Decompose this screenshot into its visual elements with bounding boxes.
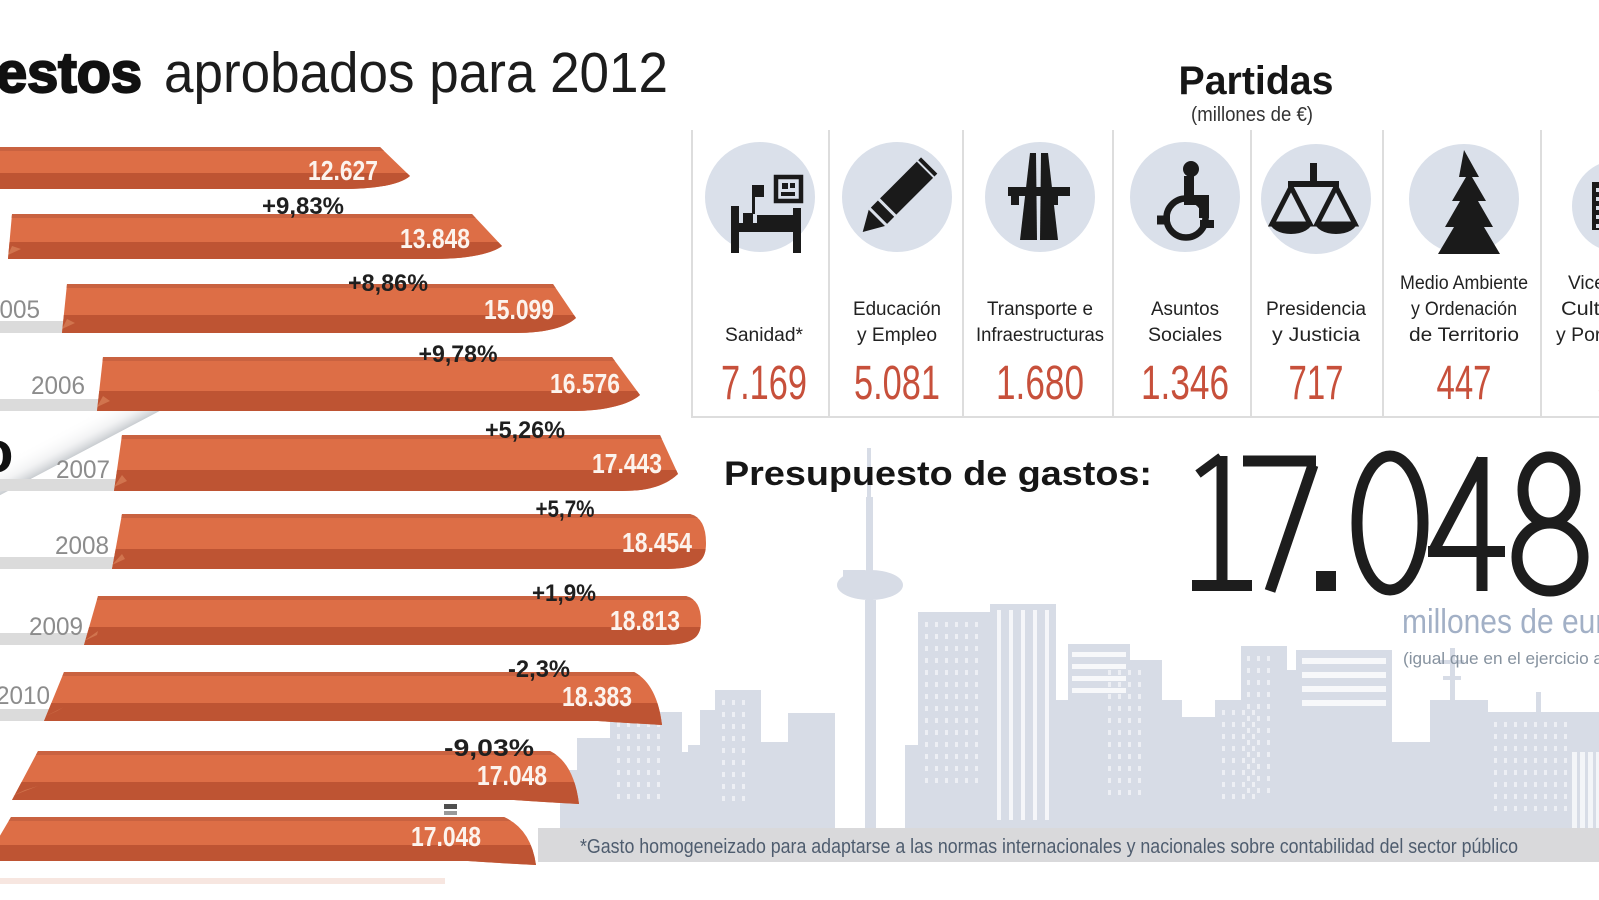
svg-text:Medio Ambiente: Medio Ambiente — [1400, 273, 1528, 294]
svg-text:Presupuesto de gastos:: Presupuesto de gastos: — [724, 455, 1152, 493]
svg-text:y Justicia: y Justicia — [1272, 325, 1360, 346]
svg-text:Presidencia: Presidencia — [1266, 299, 1366, 320]
svg-text:+9,83%: +9,83% — [262, 193, 344, 220]
svg-text:+9,78%: +9,78% — [419, 341, 498, 368]
svg-text:y Ordenación: y Ordenación — [1411, 299, 1517, 320]
svg-text:5.081: 5.081 — [854, 357, 940, 410]
svg-text:Sanidad*: Sanidad* — [725, 325, 804, 346]
svg-text:(millones de €): (millones de €) — [1191, 104, 1313, 126]
svg-text:-2,3%: -2,3% — [508, 656, 570, 683]
svg-text:18.383: 18.383 — [562, 681, 632, 712]
svg-text:+1,9%: +1,9% — [532, 580, 596, 607]
svg-text:Vicepresidencia,: Vicepresidencia, — [1568, 273, 1599, 294]
svg-text:de Territorio: de Territorio — [1409, 325, 1519, 346]
svg-text:447: 447 — [1437, 357, 1492, 410]
svg-text:Partidas: Partidas — [1179, 59, 1334, 103]
svg-text:Infraestructuras: Infraestructuras — [976, 325, 1104, 346]
svg-text:millones de euros: millones de euros — [1402, 603, 1599, 641]
svg-text:(igual que en el ejercicio a: (igual que en el ejercicio a — [1403, 649, 1599, 668]
svg-text:Educación: Educación — [853, 299, 941, 320]
svg-text:332: 332 — [1597, 357, 1599, 410]
svg-text:y Portavocía: y Portavocía — [1556, 325, 1599, 346]
svg-text:-9,03%: -9,03% — [444, 735, 534, 762]
svg-text:18.454: 18.454 — [622, 527, 692, 558]
svg-text:17.443: 17.443 — [592, 448, 662, 479]
svg-text:aprobados para 2012: aprobados para 2012 — [164, 41, 668, 105]
svg-text:+8,86%: +8,86% — [348, 270, 428, 297]
svg-text:2006: 2006 — [31, 372, 85, 400]
svg-text:+5,26%: +5,26% — [485, 417, 565, 444]
svg-text:estos: estos — [0, 41, 142, 105]
svg-text:12.627: 12.627 — [308, 155, 378, 186]
svg-text:Cultura: Cultura — [1561, 299, 1599, 320]
svg-text:y Empleo: y Empleo — [857, 325, 937, 346]
svg-text:o: o — [0, 420, 13, 485]
svg-text:2007: 2007 — [56, 456, 110, 484]
svg-text:2010: 2010 — [0, 682, 50, 710]
svg-text:16.576: 16.576 — [550, 368, 620, 399]
svg-text:2005: 2005 — [0, 296, 40, 324]
svg-text:15.099: 15.099 — [484, 294, 554, 325]
svg-text:13.848: 13.848 — [400, 223, 470, 254]
svg-text:2009: 2009 — [29, 613, 83, 641]
svg-text:Asuntos: Asuntos — [1151, 299, 1219, 320]
svg-text:Transporte e: Transporte e — [987, 299, 1093, 320]
svg-text:2008: 2008 — [55, 532, 109, 560]
svg-text:18.813: 18.813 — [610, 605, 680, 636]
svg-text:+5,7%: +5,7% — [536, 496, 595, 523]
svg-text:7.169: 7.169 — [721, 357, 807, 410]
svg-text:1.346: 1.346 — [1141, 357, 1229, 410]
svg-text:17.048: 17.048 — [411, 821, 481, 852]
svg-text:Sociales: Sociales — [1148, 325, 1222, 346]
svg-text:717: 717 — [1289, 357, 1344, 410]
svg-text:17.048: 17.048 — [477, 760, 547, 791]
svg-text:*Gasto homogeneizado para adap: *Gasto homogeneizado para adaptarse a la… — [580, 836, 1518, 858]
svg-text:1.680: 1.680 — [996, 357, 1084, 410]
